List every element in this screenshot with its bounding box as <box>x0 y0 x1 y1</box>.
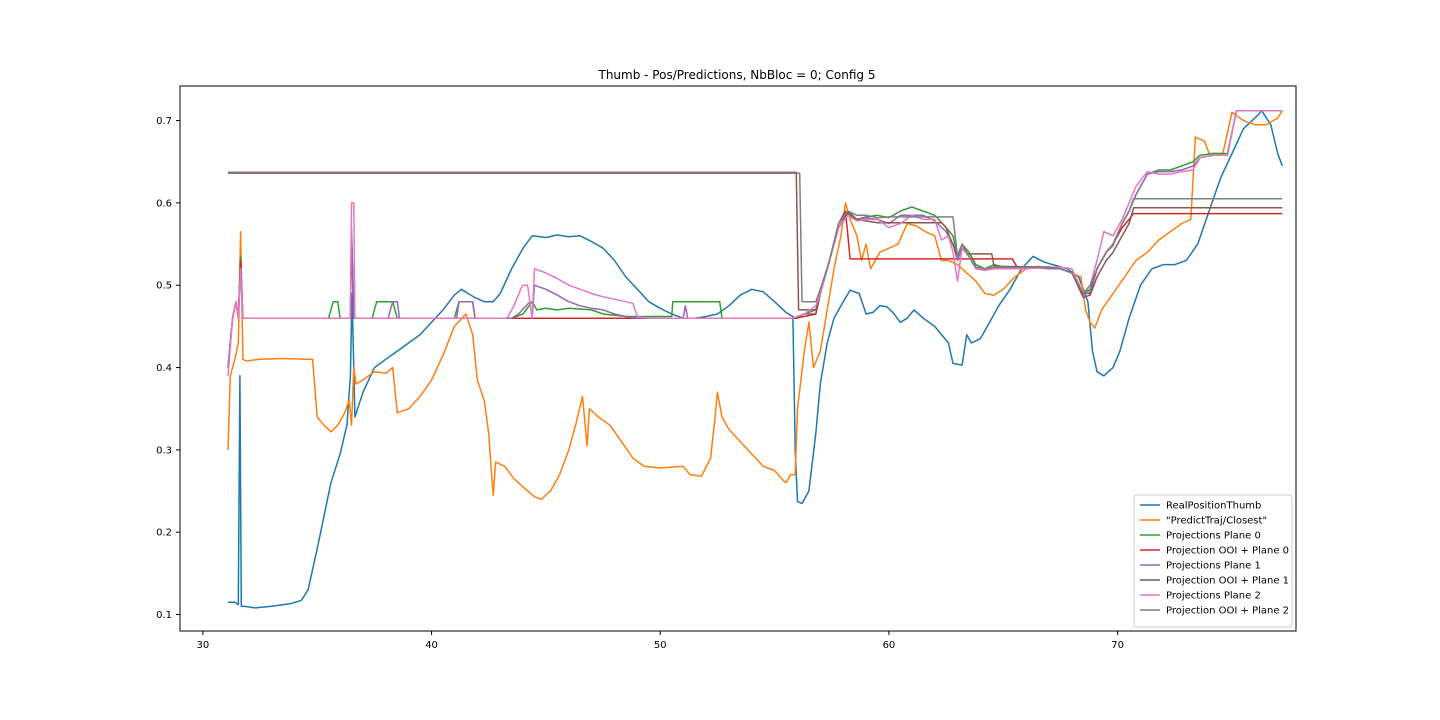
y-tick-label-6: 0.7 <box>156 116 172 127</box>
legend-label-0: RealPositionThumb <box>1166 501 1261 512</box>
y-tick-label-3: 0.4 <box>156 363 172 374</box>
series-line-1 <box>227 110 1283 501</box>
y-tick-label-4: 0.5 <box>156 281 172 292</box>
series-line-4 <box>227 109 1283 368</box>
x-axis: 30 40 50 60 70 <box>197 631 1124 651</box>
legend-label-7: Projection OOI + Plane 2 <box>1166 606 1289 617</box>
y-tick-label-0: 0.1 <box>156 610 172 621</box>
y-axis: 0.1 0.2 0.3 0.4 0.5 0.6 0.7 <box>156 116 180 621</box>
x-tick-label-2: 50 <box>654 640 667 651</box>
series-line-6 <box>227 109 1283 376</box>
series-line-2 <box>227 109 1283 368</box>
series-line-7 <box>228 172 1283 303</box>
legend-label-5: Projection OOI + Plane 1 <box>1166 576 1289 587</box>
plot-lines <box>227 109 1284 609</box>
y-tick-label-1: 0.2 <box>156 528 172 539</box>
legend-label-3: Projection OOI + Plane 0 <box>1166 546 1289 557</box>
series-line-0 <box>228 109 1284 609</box>
x-tick-label-0: 30 <box>197 640 210 651</box>
x-tick-label-4: 70 <box>1111 640 1124 651</box>
legend-label-2: Projections Plane 0 <box>1166 531 1261 542</box>
chart-title: Thumb - Pos/Predictions, NbBloc = 0; Con… <box>598 68 876 82</box>
series-line-5 <box>228 171 1283 311</box>
legend-label-1: "PredictTraj/Closest" <box>1166 516 1267 527</box>
y-tick-label-5: 0.6 <box>156 198 172 209</box>
legend-label-6: Projections Plane 2 <box>1166 591 1261 602</box>
legend-box <box>1133 494 1293 628</box>
legend: RealPositionThumb "PredictTraj/Closest" Pr… <box>1133 494 1293 628</box>
y-tick-label-2: 0.3 <box>156 445 172 456</box>
legend-label-4: Projections Plane 1 <box>1166 561 1261 572</box>
plot-frame <box>179 85 1297 632</box>
x-tick-label-3: 60 <box>883 640 896 651</box>
x-tick-label-1: 40 <box>425 640 438 651</box>
